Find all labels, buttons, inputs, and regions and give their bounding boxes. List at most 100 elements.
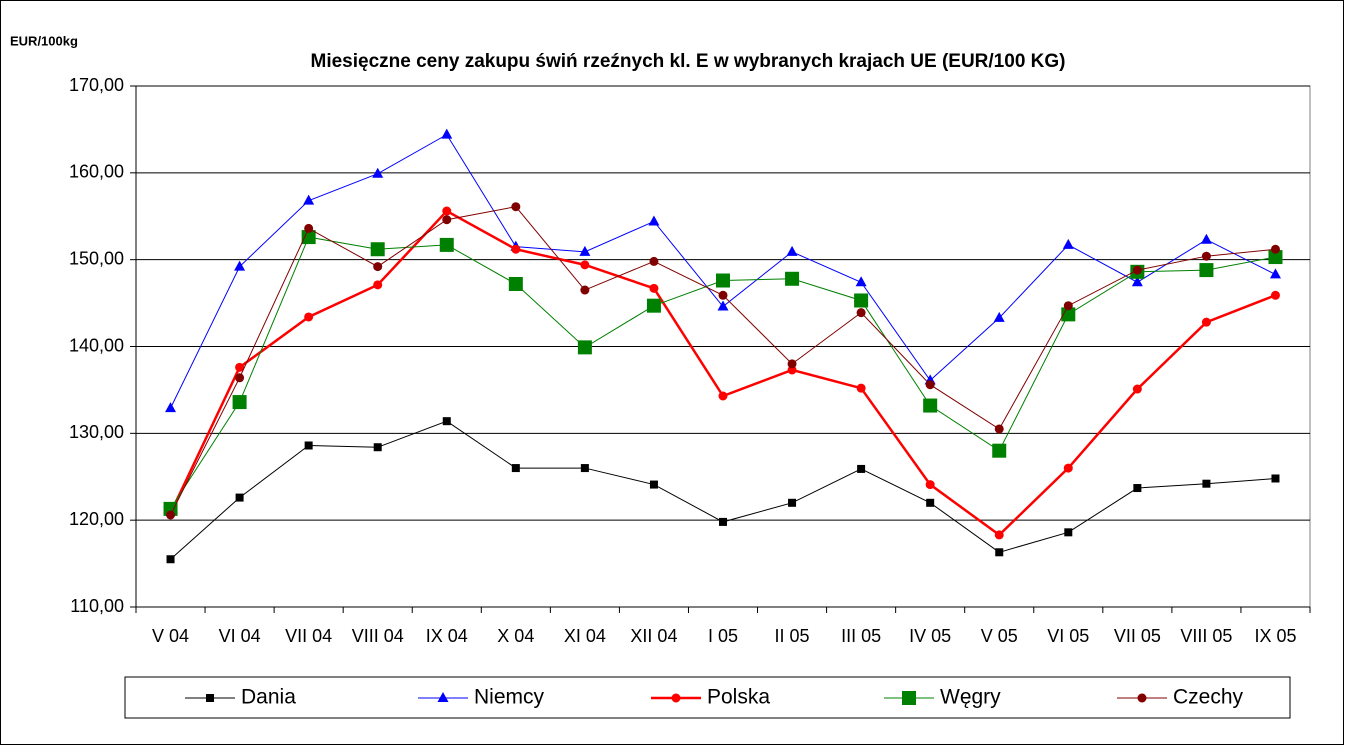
marker bbox=[372, 167, 384, 178]
marker bbox=[1132, 265, 1142, 275]
x-tick-label: VIII 04 bbox=[352, 626, 404, 646]
marker bbox=[785, 271, 800, 286]
marker bbox=[1062, 238, 1074, 249]
legend: Dania Niemcy Polska Węgry Czechy bbox=[124, 676, 1291, 719]
x-tick-label: V 05 bbox=[981, 626, 1018, 646]
marker bbox=[442, 417, 451, 426]
marker bbox=[579, 245, 591, 256]
marker bbox=[235, 362, 245, 372]
marker bbox=[992, 443, 1007, 458]
marker bbox=[1063, 301, 1073, 311]
y-tick-label: 160,00 bbox=[69, 162, 124, 182]
marker bbox=[511, 244, 521, 254]
marker bbox=[856, 383, 866, 393]
marker bbox=[925, 380, 935, 390]
marker bbox=[1200, 233, 1212, 244]
marker bbox=[856, 308, 866, 318]
y-tick-label: 150,00 bbox=[69, 248, 124, 268]
x-tick-label: VII 04 bbox=[285, 626, 332, 646]
legend-label: Czechy bbox=[1173, 686, 1244, 709]
marker bbox=[1201, 317, 1211, 327]
marker bbox=[1133, 484, 1142, 493]
marker bbox=[1270, 244, 1280, 254]
marker bbox=[1268, 250, 1283, 265]
marker bbox=[304, 441, 313, 450]
marker bbox=[857, 464, 866, 473]
marker bbox=[580, 260, 590, 270]
marker bbox=[508, 276, 523, 291]
marker bbox=[1137, 693, 1147, 703]
marker bbox=[719, 517, 727, 526]
y-tick-label: 130,00 bbox=[69, 422, 124, 442]
y-tick-label: 170,00 bbox=[69, 75, 124, 95]
marker bbox=[1270, 290, 1280, 300]
marker bbox=[437, 692, 449, 702]
x-tick-label: XII 04 bbox=[630, 626, 677, 646]
marker bbox=[718, 290, 728, 300]
chart-title: Miesięczne ceny zakupu świń rzeźnych kl.… bbox=[311, 51, 1066, 72]
marker bbox=[580, 464, 589, 473]
marker bbox=[925, 480, 935, 490]
y-axis-label: EUR/100kg bbox=[10, 33, 78, 48]
marker bbox=[1271, 474, 1280, 483]
marker bbox=[1201, 251, 1211, 261]
marker bbox=[234, 260, 246, 271]
marker bbox=[301, 230, 316, 245]
marker bbox=[649, 283, 659, 293]
marker bbox=[373, 280, 383, 290]
marker bbox=[442, 206, 452, 216]
marker bbox=[923, 398, 938, 413]
marker bbox=[373, 443, 382, 452]
marker bbox=[373, 262, 383, 272]
y-tick-label: 140,00 bbox=[69, 335, 124, 355]
x-tick-label: I 05 bbox=[708, 626, 738, 646]
marker bbox=[166, 555, 175, 564]
legend-label: Węgry bbox=[940, 686, 1001, 709]
marker bbox=[786, 245, 798, 256]
marker bbox=[1202, 479, 1211, 488]
x-tick-label: VII 05 bbox=[1114, 626, 1161, 646]
marker bbox=[1063, 463, 1073, 473]
y-tick-label: 110,00 bbox=[70, 596, 124, 616]
marker bbox=[649, 480, 658, 489]
marker bbox=[994, 530, 1004, 540]
marker bbox=[646, 298, 661, 313]
marker bbox=[235, 493, 244, 502]
x-tick-label: II 05 bbox=[775, 626, 810, 646]
marker bbox=[232, 395, 247, 410]
marker bbox=[235, 373, 245, 383]
marker bbox=[511, 464, 520, 473]
marker bbox=[1064, 528, 1073, 537]
x-tick-label: X 04 bbox=[497, 626, 534, 646]
x-tick-label: VIII 05 bbox=[1180, 626, 1232, 646]
marker bbox=[717, 300, 729, 311]
marker bbox=[788, 498, 797, 507]
marker bbox=[577, 340, 592, 355]
marker bbox=[442, 215, 452, 225]
x-tick-label: IV 05 bbox=[909, 626, 951, 646]
marker bbox=[303, 194, 315, 205]
legend-label: Polska bbox=[707, 686, 770, 709]
marker bbox=[370, 242, 385, 257]
marker bbox=[511, 202, 521, 212]
marker bbox=[580, 285, 590, 295]
x-tick-label: V 04 bbox=[152, 626, 189, 646]
marker bbox=[206, 694, 214, 702]
marker bbox=[1199, 263, 1214, 278]
marker bbox=[648, 215, 660, 226]
marker bbox=[165, 402, 177, 413]
y-tick-label: 120,00 bbox=[69, 509, 124, 529]
marker bbox=[902, 691, 916, 705]
marker bbox=[166, 510, 176, 520]
marker bbox=[1269, 268, 1281, 279]
marker bbox=[787, 359, 797, 369]
marker bbox=[1061, 307, 1076, 322]
marker bbox=[304, 312, 314, 322]
marker bbox=[649, 256, 659, 266]
marker bbox=[304, 223, 314, 233]
marker bbox=[671, 693, 681, 703]
marker bbox=[718, 391, 728, 401]
x-tick-label: VI 04 bbox=[219, 626, 261, 646]
